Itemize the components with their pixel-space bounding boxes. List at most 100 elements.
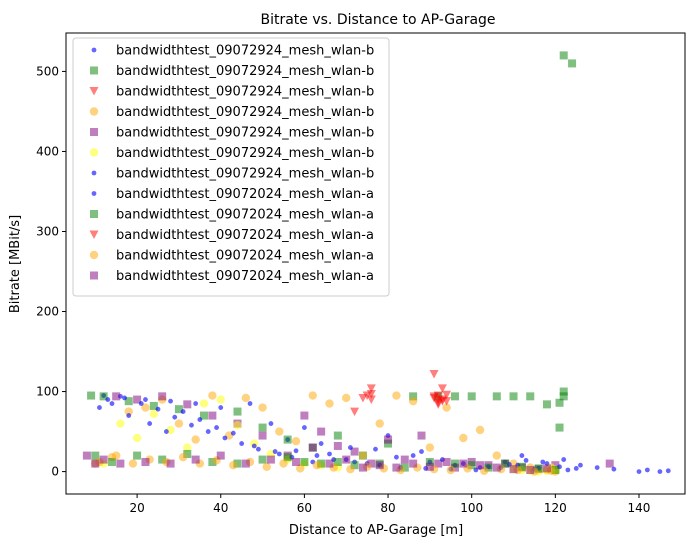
data-point — [300, 457, 309, 466]
plot-area-frame — [65, 32, 686, 495]
y-tick-label: 400 — [36, 144, 59, 158]
legend-label: bandwidthtest_09072924_mesh_wlan-b — [116, 44, 374, 59]
data-point — [149, 409, 159, 419]
data-point — [350, 461, 359, 470]
data-point — [99, 392, 108, 401]
data-point — [409, 392, 418, 401]
legend-marker — [91, 47, 97, 53]
data-point — [526, 465, 535, 474]
data-marks — [82, 51, 671, 476]
y-tick-label: 500 — [36, 64, 59, 78]
legend-label: bandwidthtest_09072024_mesh_wlan-a — [116, 249, 374, 264]
legend-label: bandwidthtest_09072024_mesh_wlan-a — [116, 187, 374, 202]
legend-box — [72, 37, 390, 297]
data-point — [214, 425, 219, 430]
data-point — [251, 443, 257, 449]
data-point — [559, 392, 568, 401]
data-point — [258, 423, 267, 432]
data-point — [578, 462, 583, 468]
y-tick-label: 0 — [51, 465, 59, 479]
x-tick-label: 20 — [129, 501, 144, 515]
data-point — [296, 464, 305, 473]
data-point — [133, 451, 142, 460]
data-point — [126, 413, 132, 418]
data-point — [272, 449, 278, 454]
data-point — [292, 457, 301, 466]
data-point — [138, 401, 144, 406]
data-point — [266, 455, 275, 464]
data-point — [392, 463, 401, 472]
data-point — [258, 431, 267, 440]
y-tick-label: 100 — [36, 385, 59, 399]
data-point — [555, 398, 564, 407]
series-4 — [112, 392, 614, 474]
legend-label: bandwidthtest_09072924_mesh_wlan-b — [116, 105, 374, 120]
data-point — [501, 459, 510, 468]
data-point — [255, 446, 261, 452]
data-point — [141, 403, 150, 412]
series-10 — [95, 451, 556, 476]
data-point — [375, 419, 384, 428]
data-point — [342, 455, 351, 464]
data-point — [111, 451, 121, 460]
data-point — [333, 441, 342, 450]
data-point — [459, 433, 468, 443]
data-point — [573, 465, 579, 471]
data-point — [519, 453, 525, 458]
x-tick-label: 120 — [544, 501, 567, 515]
data-point — [348, 445, 353, 450]
legend-marker — [89, 230, 99, 239]
data-point — [375, 461, 384, 470]
data-point — [409, 459, 418, 468]
data-point — [308, 443, 317, 452]
data-point — [149, 401, 158, 410]
data-point — [450, 392, 459, 401]
data-point — [565, 467, 571, 473]
data-point — [636, 469, 642, 474]
data-point — [262, 462, 271, 471]
data-point — [279, 459, 288, 468]
data-point — [155, 406, 161, 412]
data-point — [367, 459, 376, 468]
data-point — [91, 451, 100, 460]
legend-marker — [90, 210, 98, 218]
data-point — [442, 457, 451, 466]
data-point — [605, 459, 614, 468]
data-point — [433, 398, 443, 408]
data-point — [268, 421, 274, 426]
data-point — [143, 397, 148, 402]
legend-label: bandwidthtest_09072024_mesh_wlan-a — [116, 228, 374, 243]
data-point — [540, 459, 546, 465]
data-point — [158, 455, 167, 464]
data-point — [222, 435, 228, 441]
data-point — [312, 460, 322, 470]
data-point — [183, 443, 192, 452]
data-point — [509, 392, 518, 401]
data-point — [200, 411, 209, 420]
x-tick-label: 140 — [628, 501, 651, 515]
data-point — [446, 465, 455, 475]
data-point — [417, 431, 426, 440]
data-point — [166, 459, 175, 468]
data-point — [314, 453, 320, 458]
data-point — [91, 459, 100, 468]
data-point — [124, 397, 133, 406]
data-point — [342, 393, 351, 403]
data-point — [109, 401, 115, 406]
data-point — [318, 441, 324, 446]
x-tick-label: 100 — [460, 501, 483, 515]
data-point — [178, 452, 188, 462]
data-point — [358, 463, 367, 472]
data-point — [233, 407, 242, 416]
data-point — [526, 392, 535, 401]
data-point — [394, 454, 399, 460]
data-point — [476, 461, 485, 470]
legend: bandwidthtest_09072924_mesh_wlan-bbandwi… — [72, 37, 390, 297]
data-point — [112, 392, 121, 401]
data-point — [568, 59, 577, 68]
data-point — [665, 468, 671, 474]
data-point — [442, 403, 451, 412]
x-axis-label: Distance to AP-Garage [m] — [289, 523, 463, 538]
data-point — [108, 457, 117, 466]
